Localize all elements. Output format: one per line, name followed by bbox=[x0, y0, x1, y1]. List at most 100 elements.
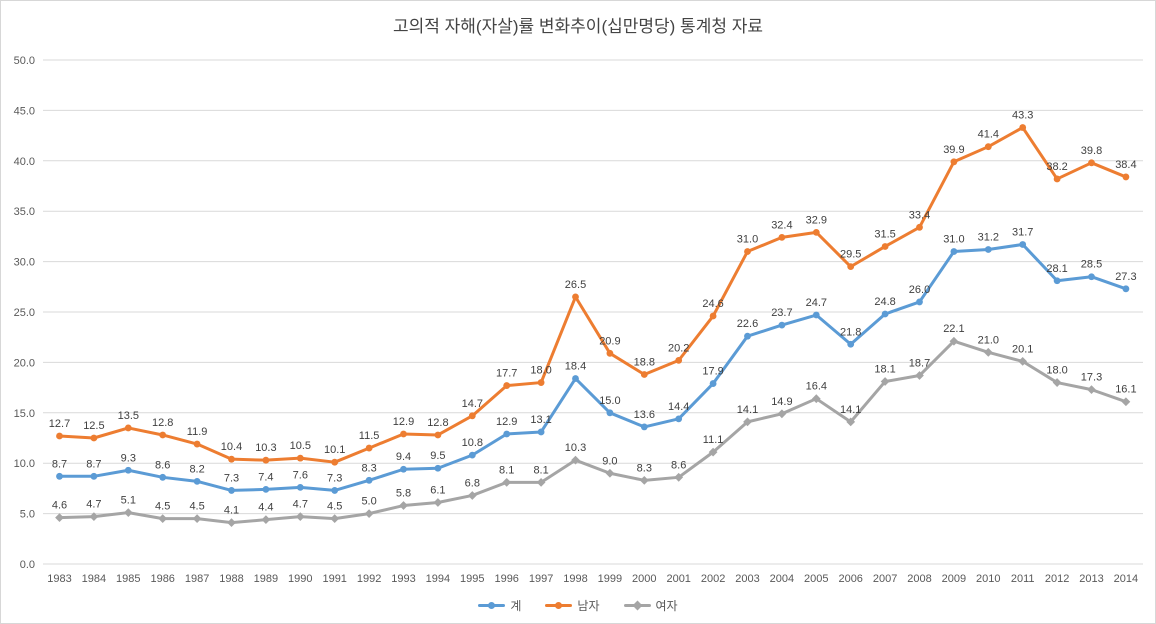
data-point-marker[interactable] bbox=[1019, 241, 1027, 248]
data-point-marker[interactable] bbox=[605, 468, 615, 478]
data-point-marker[interactable] bbox=[400, 465, 407, 473]
data-point-marker[interactable] bbox=[949, 336, 959, 346]
chart-title: 고의적 자해(자살)률 변화추이(십만명당) 통계청 자료 bbox=[393, 17, 763, 36]
data-point-marker[interactable] bbox=[881, 310, 889, 318]
data-point-marker[interactable] bbox=[159, 431, 167, 439]
data-point-marker[interactable] bbox=[193, 477, 201, 485]
data-point-marker[interactable] bbox=[296, 454, 304, 462]
series-line-여자[interactable] bbox=[58, 339, 1128, 525]
data-point-marker[interactable] bbox=[399, 501, 408, 510]
data-point-marker[interactable] bbox=[400, 430, 407, 438]
legend-label-female: 여자 bbox=[655, 599, 678, 613]
data-point-marker[interactable] bbox=[847, 263, 855, 271]
legend-item-male[interactable]: 남자 bbox=[545, 597, 600, 614]
data-point-marker[interactable] bbox=[331, 458, 339, 466]
data-point-marker[interactable] bbox=[124, 466, 132, 474]
data-point-marker[interactable] bbox=[572, 375, 579, 382]
data-point-marker[interactable] bbox=[1122, 285, 1130, 293]
data-point-marker[interactable] bbox=[433, 498, 443, 507]
data-point-marker[interactable] bbox=[1122, 173, 1130, 181]
data-point-marker[interactable] bbox=[90, 472, 98, 480]
data-point-marker[interactable] bbox=[365, 476, 373, 484]
data-point-marker[interactable] bbox=[984, 143, 992, 151]
data-point-marker[interactable] bbox=[639, 475, 649, 485]
legend-item-total[interactable]: 계 bbox=[478, 597, 521, 614]
data-point-marker[interactable] bbox=[261, 515, 271, 525]
data-point-marker[interactable] bbox=[846, 417, 856, 427]
data-point-marker[interactable] bbox=[744, 332, 751, 340]
data-point-marker[interactable] bbox=[158, 514, 168, 524]
data-point-marker[interactable] bbox=[916, 223, 923, 231]
data-point-marker[interactable] bbox=[228, 455, 235, 463]
series-line-계[interactable] bbox=[58, 242, 1128, 492]
data-point-marker[interactable] bbox=[331, 487, 339, 494]
data-point-marker[interactable] bbox=[365, 444, 373, 452]
data-point-marker[interactable] bbox=[778, 321, 786, 329]
data-point-marker[interactable] bbox=[228, 487, 235, 494]
data-point-marker[interactable] bbox=[537, 379, 545, 386]
data-point-marker[interactable] bbox=[709, 312, 717, 320]
data-point-marker[interactable] bbox=[123, 508, 133, 517]
data-label: 4.7 bbox=[86, 499, 101, 511]
data-point-marker[interactable] bbox=[503, 382, 511, 389]
data-point-marker[interactable] bbox=[881, 243, 889, 250]
data-point-marker[interactable] bbox=[916, 298, 923, 306]
data-point-marker[interactable] bbox=[606, 349, 614, 357]
data-point-marker[interactable] bbox=[537, 428, 545, 436]
data-point-marker[interactable] bbox=[262, 486, 270, 493]
data-point-marker[interactable] bbox=[468, 451, 476, 459]
data-point-marker[interactable] bbox=[330, 514, 340, 524]
data-point-marker[interactable] bbox=[984, 246, 992, 253]
data-point-marker[interactable] bbox=[1121, 397, 1131, 407]
series-line-남자[interactable] bbox=[58, 126, 1128, 464]
legend-item-female[interactable]: 여자 bbox=[623, 597, 678, 614]
data-point-marker[interactable] bbox=[90, 434, 98, 442]
data-point-marker[interactable] bbox=[1052, 378, 1062, 387]
data-point-marker[interactable] bbox=[1053, 175, 1061, 183]
data-point-marker[interactable] bbox=[193, 440, 201, 448]
data-point-marker[interactable] bbox=[1088, 159, 1095, 167]
data-point-marker[interactable] bbox=[124, 424, 132, 432]
data-point-marker[interactable] bbox=[434, 431, 442, 439]
data-point-marker[interactable] bbox=[812, 311, 820, 319]
data-point-marker[interactable] bbox=[1087, 385, 1096, 395]
data-point-marker[interactable] bbox=[606, 409, 614, 417]
data-point-marker[interactable] bbox=[674, 472, 684, 482]
data-point-marker[interactable] bbox=[778, 234, 786, 241]
data-point-marker[interactable] bbox=[467, 491, 477, 500]
data-point-marker[interactable] bbox=[434, 464, 442, 472]
data-point-marker[interactable] bbox=[640, 423, 648, 431]
data-point-marker[interactable] bbox=[468, 412, 476, 420]
data-point-marker[interactable] bbox=[950, 158, 958, 166]
data-point-marker[interactable] bbox=[1053, 277, 1061, 285]
data-point-marker[interactable] bbox=[950, 248, 958, 255]
data-point-marker[interactable] bbox=[1018, 357, 1028, 366]
data-point-marker[interactable] bbox=[295, 512, 305, 522]
data-point-marker[interactable] bbox=[675, 415, 683, 423]
data-point-marker[interactable] bbox=[1088, 273, 1095, 281]
data-point-marker[interactable] bbox=[1019, 124, 1027, 131]
data-point-marker[interactable] bbox=[812, 228, 820, 236]
data-point-marker[interactable] bbox=[192, 514, 202, 524]
data-point-marker[interactable] bbox=[744, 248, 751, 255]
data-point-marker[interactable] bbox=[675, 356, 683, 364]
data-point-marker[interactable] bbox=[56, 432, 63, 440]
data-point-marker[interactable] bbox=[56, 472, 63, 480]
data-point-marker[interactable] bbox=[503, 430, 511, 438]
data-point-marker[interactable] bbox=[364, 509, 374, 518]
data-point-marker[interactable] bbox=[296, 483, 304, 491]
data-point-marker[interactable] bbox=[640, 371, 648, 378]
data-point-marker[interactable] bbox=[777, 409, 787, 419]
data-point-marker[interactable] bbox=[572, 293, 579, 301]
data-point-marker[interactable] bbox=[502, 477, 512, 487]
data-point-marker[interactable] bbox=[709, 380, 717, 387]
data-point-marker[interactable] bbox=[536, 477, 546, 487]
x-axis-tick-label: 1984 bbox=[82, 573, 106, 585]
data-point-marker[interactable] bbox=[811, 394, 821, 404]
data-point-marker[interactable] bbox=[55, 513, 64, 523]
data-point-marker[interactable] bbox=[262, 456, 270, 464]
data-point-marker[interactable] bbox=[983, 347, 993, 357]
data-point-marker[interactable] bbox=[847, 340, 855, 348]
data-point-marker[interactable] bbox=[159, 473, 167, 481]
data-point-marker[interactable] bbox=[227, 518, 236, 528]
